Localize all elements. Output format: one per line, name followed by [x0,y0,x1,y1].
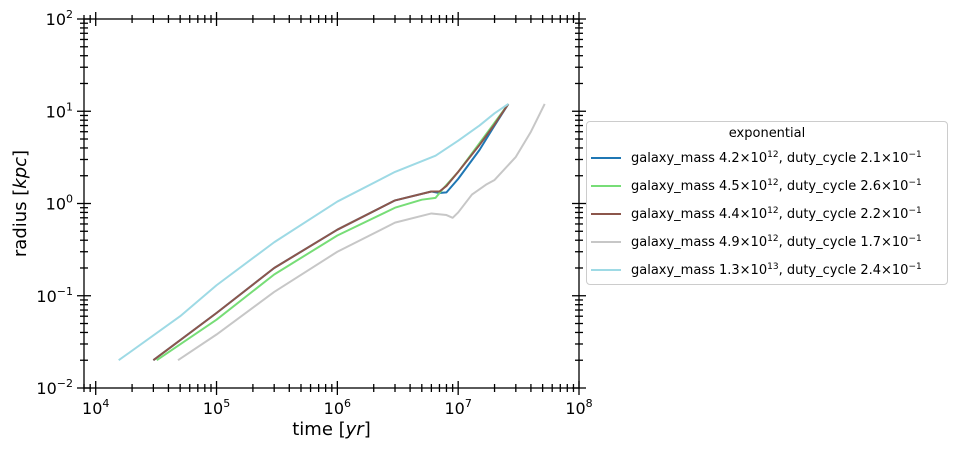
legend-swatch [591,157,621,159]
legend-entry: galaxy_mass 1.3×1013, duty_cycle 2.4×10−… [591,260,922,280]
legend-title: exponential [728,126,806,141]
series-line-2 [156,103,510,362]
legend-swatch [591,241,621,243]
axes-frame [83,18,580,389]
legend-entry: galaxy_mass 4.9×1012, duty_cycle 1.7×10−… [591,232,922,252]
legend-label: galaxy_mass 4.5×1012, duty_cycle 2.6×10−… [631,177,922,194]
legend: exponential galaxy_mass 4.2×1012, duty_c… [586,121,948,285]
legend-entry: galaxy_mass 4.2×1012, duty_cycle 2.1×10−… [591,148,922,168]
y-tick-label: 100 [46,193,73,214]
legend-swatch [591,185,621,187]
y-tick-label: 10−1 [36,285,73,306]
ticks-layer [77,12,586,395]
x-tick-label: 105 [203,397,230,418]
legend-label: galaxy_mass 4.2×1012, duty_cycle 2.1×10−… [631,149,922,166]
x-tick-label: 106 [324,397,351,418]
legend-label: galaxy_mass 1.3×1013, duty_cycle 2.4×10−… [631,261,922,278]
series-line-3 [152,103,510,362]
x-tick-label: 108 [565,397,592,418]
legend-label: galaxy_mass 4.9×1012, duty_cycle 1.7×10−… [631,233,922,250]
x-axis-label: time [yr] [292,419,371,440]
legend-swatch [591,213,621,215]
legend-swatch [591,269,621,271]
legend-label: galaxy_mass 4.4×1012, duty_cycle 2.2×10−… [631,205,922,222]
legend-entry: galaxy_mass 4.5×1012, duty_cycle 2.6×10−… [591,176,922,196]
legend-entry: galaxy_mass 4.4×1012, duty_cycle 2.2×10−… [591,204,922,224]
tick-labels: 104 105 106 107 108 10−2 10−1 100 101 102 [36,8,592,418]
x-tick-label: 107 [444,397,471,418]
x-tick-label: 104 [82,397,109,418]
series-layer [118,103,546,362]
y-axis-label: radius [kpc] [10,150,31,257]
y-tick-label: 101 [46,100,73,121]
y-tick-label: 102 [46,8,73,29]
series-line-5 [118,103,509,362]
y-tick-label: 10−2 [36,377,73,398]
series-line-4 [177,103,546,362]
